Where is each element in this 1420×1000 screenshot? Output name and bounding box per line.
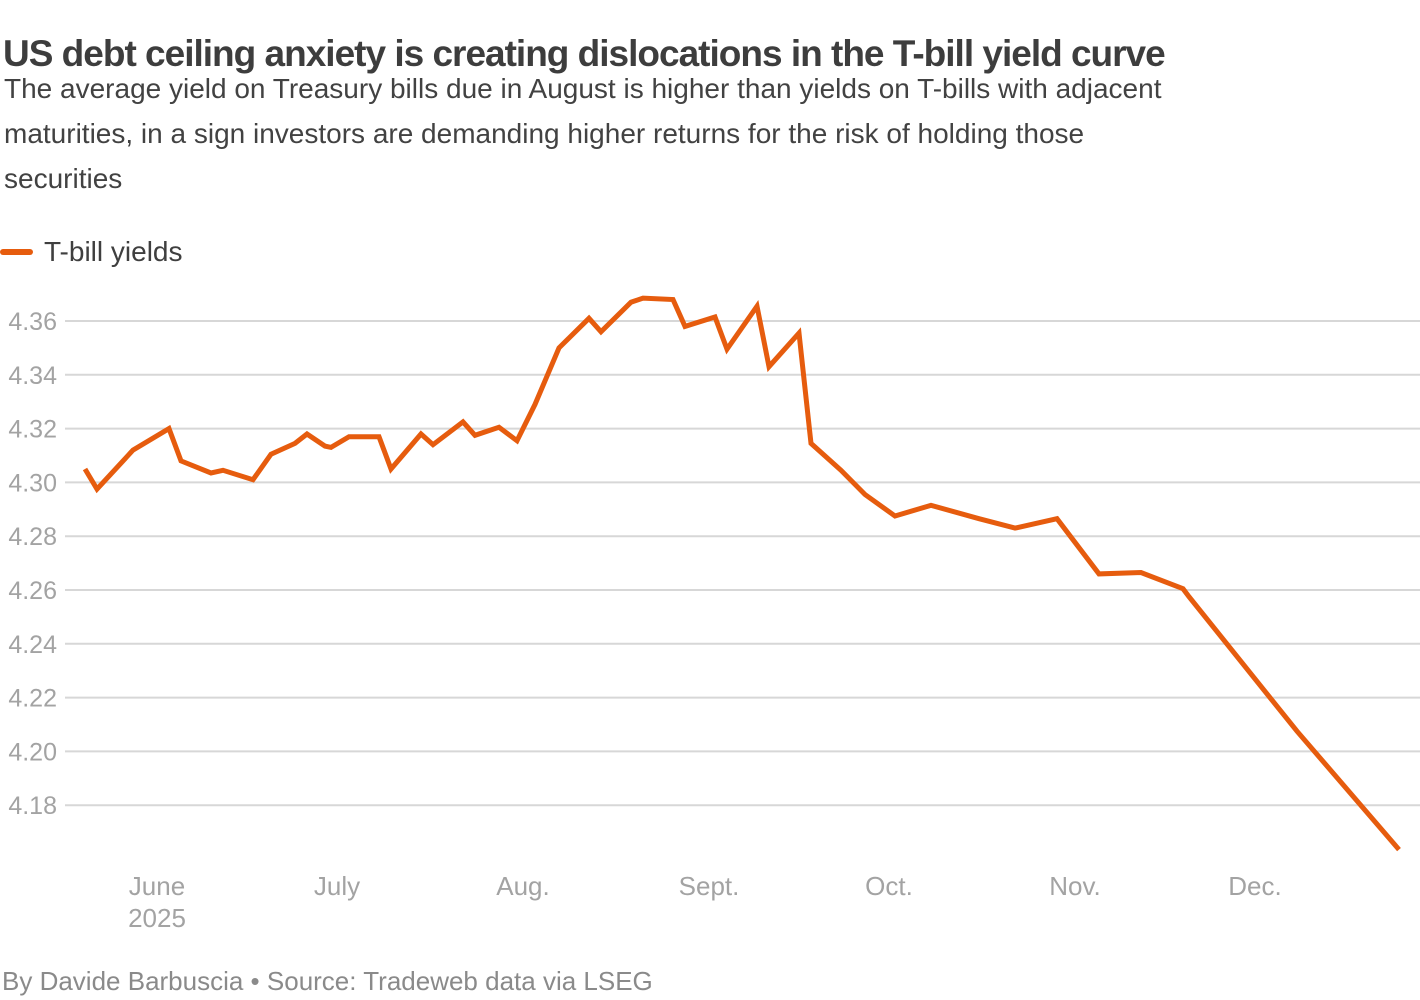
y-tick-label: 4.30: [8, 469, 57, 497]
x-tick-label: Aug.: [496, 871, 550, 901]
x-tick-label: June: [129, 871, 185, 901]
y-tick-label: 4.24: [8, 631, 57, 659]
chart-subtitle-line: maturities, in a sign investors are dema…: [4, 118, 1085, 149]
y-tick-label: 4.34: [8, 362, 57, 390]
legend: T-bill yields: [0, 236, 182, 268]
y-tick-label: 4.26: [8, 577, 57, 605]
y-tick-label: 4.36: [8, 308, 57, 336]
yield-line: [82, 295, 1401, 852]
chart-subtitle-line: The average yield on Treasury bills due …: [4, 73, 1162, 104]
chart-subtitle: The average yield on Treasury bills due …: [4, 66, 1161, 201]
y-tick-label: 4.18: [8, 792, 57, 820]
chart-title: US debt ceiling anxiety is creating disl…: [3, 32, 1166, 74]
chart-subtitle-line: securities: [4, 163, 123, 194]
legend-line-swatch: [0, 249, 33, 255]
x-tick-label: Dec.: [1228, 871, 1281, 901]
x-tick-sublabel: 2025: [128, 903, 186, 933]
x-tick-label: Sept.: [679, 871, 740, 901]
y-tick-label: 4.28: [8, 523, 57, 551]
x-tick-label: Nov.: [1049, 871, 1101, 901]
x-tick-label: Oct.: [865, 871, 913, 901]
x-tick-label: July: [314, 871, 360, 901]
y-tick-label: 4.32: [8, 416, 57, 444]
y-tick-label: 4.22: [8, 685, 57, 713]
legend-label: T-bill yields: [44, 236, 183, 267]
source-byline: By Davide Barbuscia • Source: Tradeweb d…: [2, 966, 653, 996]
y-tick-label: 4.20: [8, 738, 57, 766]
